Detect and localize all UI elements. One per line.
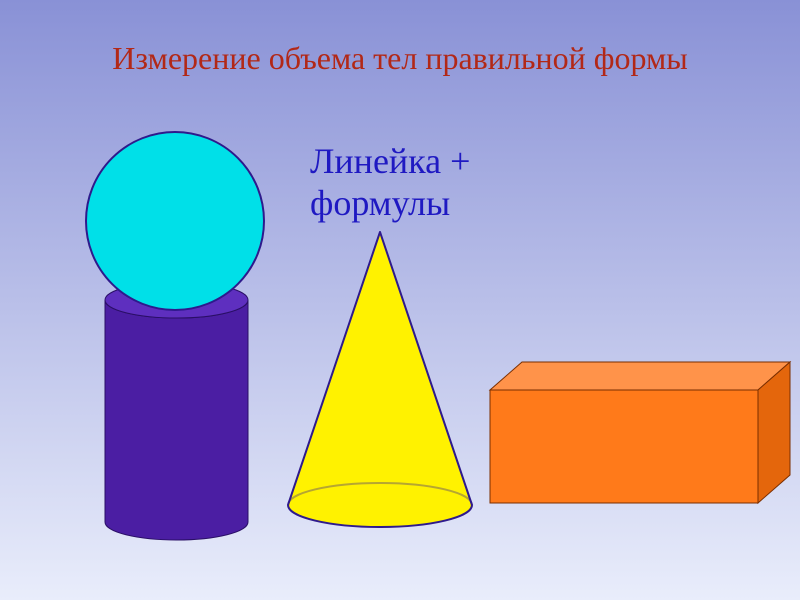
sphere-shape xyxy=(86,132,264,310)
box-shape xyxy=(490,362,790,503)
slide-canvas xyxy=(0,0,800,600)
slide-title: Измерение объема тел правильной формы xyxy=(0,40,800,77)
slide-subtitle: Линейка + формулы xyxy=(310,140,610,224)
cylinder-shape xyxy=(105,282,248,540)
